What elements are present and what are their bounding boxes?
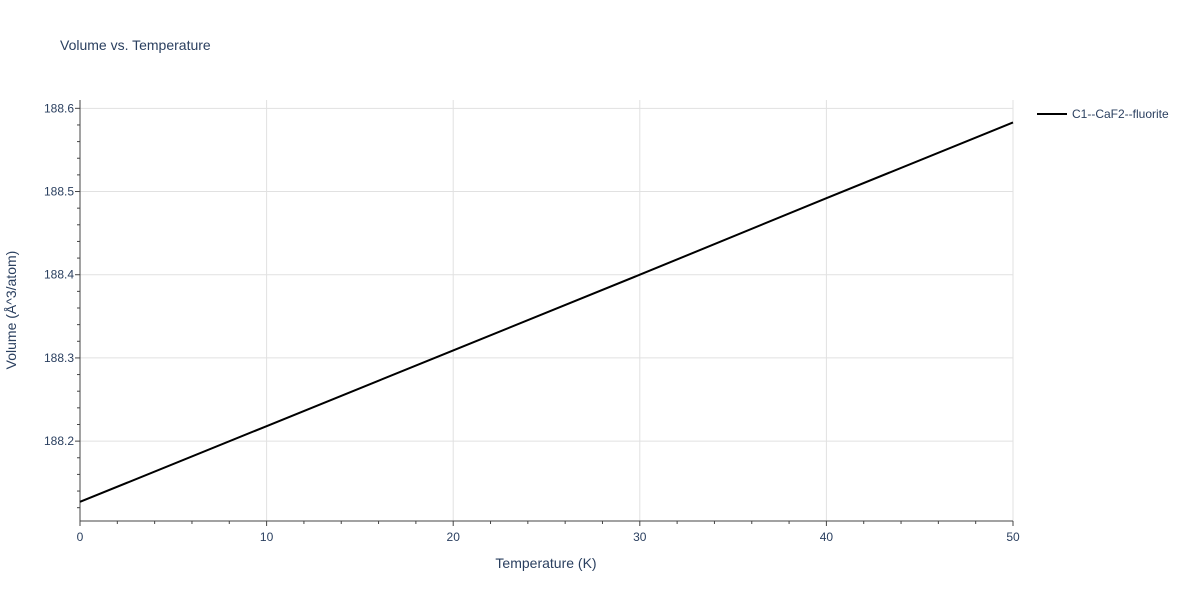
- x-tick-label: 50: [1006, 530, 1020, 544]
- x-tick-label: 20: [447, 530, 461, 544]
- y-tick-label: 188.2: [44, 434, 74, 448]
- legend[interactable]: C1--CaF2--fluorite: [1037, 107, 1169, 121]
- legend-label: C1--CaF2--fluorite: [1072, 107, 1169, 121]
- x-tick-label: 0: [77, 530, 84, 544]
- x-tick-label: 10: [260, 530, 274, 544]
- y-axis-label: Volume (Å^3/atom): [3, 251, 19, 370]
- x-tick-label: 30: [633, 530, 647, 544]
- y-tick-label: 188.5: [44, 185, 74, 199]
- x-axis-label: Temperature (K): [495, 555, 596, 571]
- x-tick-label: 40: [820, 530, 834, 544]
- y-tick-label: 188.6: [44, 101, 74, 115]
- axes: 0 10 20 30 40 50 188.2 188.3 188.4 188.5 188.6: [44, 100, 1020, 544]
- chart-title: Volume vs. Temperature: [60, 37, 211, 53]
- series-line: [79, 121, 1014, 503]
- gridlines: [80, 100, 1014, 521]
- y-tick-label: 188.3: [44, 351, 74, 365]
- y-tick-label: 188.4: [44, 268, 74, 282]
- series-layer: [79, 121, 1014, 503]
